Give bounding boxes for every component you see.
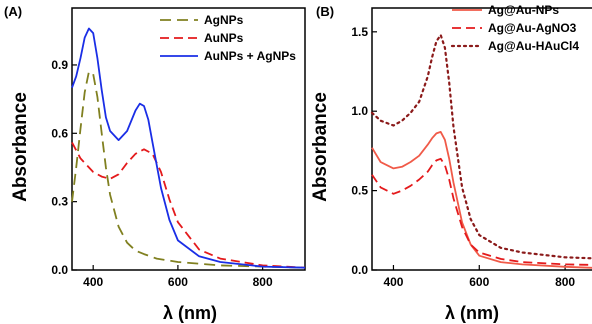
panel-a-series (71, 27, 306, 269)
panel-a-ylabel: Absorbance (10, 92, 31, 202)
panel-b-x-tick-label: 400 (383, 275, 403, 289)
panel-a-series-line (71, 27, 306, 269)
panel-b-xlabel: λ (nm) (445, 303, 499, 323)
panel-b-legend-label: Ag@Au-HAuCl4 (488, 39, 579, 53)
panel-b-y-tick-label: 1.0 (351, 104, 368, 118)
panel-a-y-tick-label: 0.3 (51, 195, 68, 209)
panel-a: (A) Absorbance λ (nm) 400 600 800 0.00.30.… (4, 4, 306, 323)
panel-a-xlabel: λ (nm) (163, 303, 217, 323)
panel-a-plot-frame (71, 7, 306, 271)
panel-a-x-ticks: 400 600 800 (83, 265, 273, 289)
panel-a-x-tick-label: 400 (83, 275, 103, 289)
panel-b-y-tick-label: 0.0 (351, 263, 368, 277)
panel-b-y-ticks: 0.0 0.5 1.0 1.5 (351, 25, 377, 277)
panel-b-x-tick-label: 800 (555, 275, 575, 289)
panel-b: (B) Absorbance λ (nm) 400 600 800 0.0 0.5 1.… (310, 3, 592, 323)
panel-a-label: (A) (4, 4, 22, 19)
panel-b-label: (B) (316, 4, 334, 19)
panel-b-series-line (371, 157, 592, 266)
panel-b-legend-label: Ag@Au-NPs (488, 3, 559, 17)
panel-a-legend-label: AgNPs (204, 13, 244, 27)
panel-a-x-tick-label: 800 (253, 275, 273, 289)
panel-b-x-ticks: 400 600 800 (383, 265, 575, 289)
panel-b-series (370, 33, 592, 269)
panel-b-ylabel: Absorbance (310, 92, 331, 202)
panel-b-y-tick-label: 1.5 (351, 25, 368, 39)
panel-b-series-line (370, 33, 592, 260)
panel-b-y-tick-label: 0.5 (351, 184, 368, 198)
panel-a-series-line (71, 141, 306, 269)
panel-b-x-tick-label: 600 (469, 275, 489, 289)
panel-b-plot-frame (371, 7, 592, 271)
panel-a-series-line (71, 70, 306, 269)
panel-a-y-tick-label: 0.6 (51, 126, 68, 140)
panel-a-y-ticks: 0.0 0.3 0.6 0.9 (51, 58, 77, 277)
panel-b-legend-label: Ag@Au-AgNO3 (488, 21, 577, 35)
panel-a-legend-label: AuNPs + AgNPs (204, 49, 296, 63)
panel-a-legend-label: AuNPs (204, 31, 244, 45)
panel-a-y-tick-label: 0.9 (51, 58, 68, 72)
panel-a-x-tick-label: 600 (168, 275, 188, 289)
panel-a-y-tick-label: 0.0 (51, 263, 68, 277)
panel-b-series-line (371, 130, 592, 269)
panel-b-legend: Ag@Au-NPs Ag@Au-AgNO3 Ag@Au-HAuCl4 (450, 3, 579, 53)
panel-a-legend: AgNPs AuNPs AuNPs + AgNPs (160, 13, 296, 63)
